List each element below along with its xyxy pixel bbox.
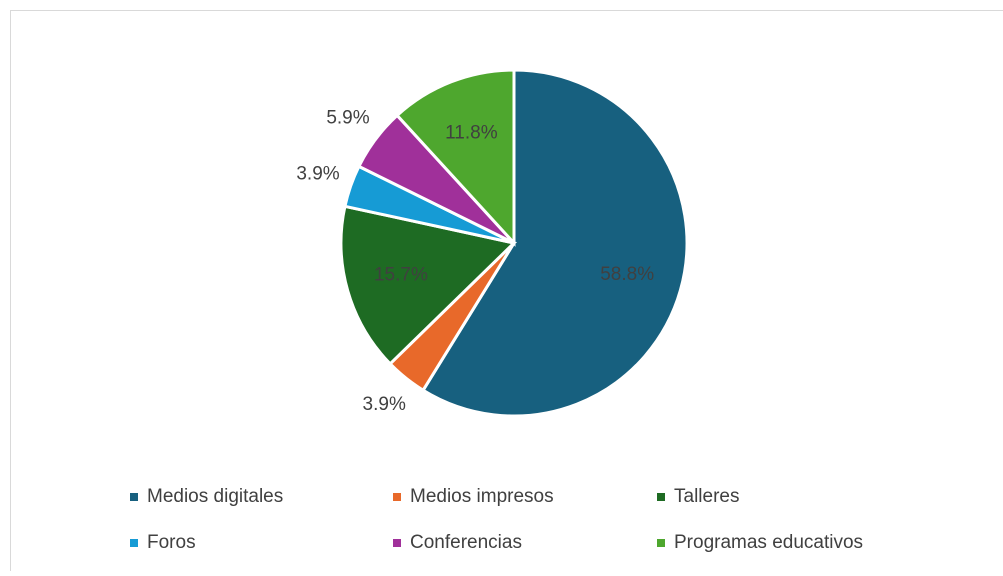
- data-label: 15.7%: [374, 264, 428, 285]
- legend-label: Foros: [147, 532, 196, 553]
- legend-swatch: [393, 493, 401, 501]
- legend-swatch: [130, 493, 138, 501]
- legend-swatch: [393, 539, 401, 547]
- legend-swatch: [130, 539, 138, 547]
- data-label: 3.9%: [296, 164, 339, 185]
- legend-label: Medios impresos: [410, 486, 554, 507]
- data-label: 3.9%: [363, 394, 406, 415]
- legend-swatch: [657, 493, 665, 501]
- data-label: 5.9%: [326, 107, 369, 128]
- legend-label: Talleres: [674, 486, 739, 507]
- legend-label: Conferencias: [410, 532, 522, 553]
- data-label: 58.8%: [600, 264, 654, 285]
- legend-label: Programas educativos: [674, 532, 863, 553]
- legend-swatch: [657, 539, 665, 547]
- data-label: 11.8%: [445, 122, 498, 143]
- legend-label: Medios digitales: [147, 486, 283, 507]
